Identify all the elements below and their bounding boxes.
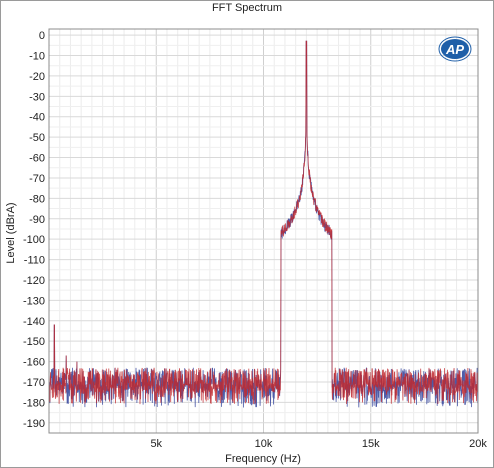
y-tick-label: -160 xyxy=(23,357,45,369)
grid-lines xyxy=(48,29,479,433)
ap-logo-ring xyxy=(438,36,472,62)
x-tick-label: 15k xyxy=(362,438,380,450)
y-tick-label: -150 xyxy=(23,336,45,348)
y-axis-ticks: 0 -10 -20 -30 -40 -50 -60 -70 -80 -90 -100 -110 -120… xyxy=(23,30,45,430)
y-tick-label: -120 xyxy=(23,275,45,287)
y-axis-label: Level (dBrA) xyxy=(5,202,17,263)
y-tick-label: -110 xyxy=(24,255,45,267)
y-tick-label: -140 xyxy=(23,316,45,328)
y-tick-label: -90 xyxy=(29,214,45,226)
y-tick-label: -10 xyxy=(29,51,45,63)
y-tick-label: -20 xyxy=(29,71,45,83)
y-tick-label: -80 xyxy=(29,193,45,205)
spectrum-traces xyxy=(48,40,479,408)
y-tick-label: 0 xyxy=(39,30,45,42)
x-axis-ticks: 5k 10k 15k 20k xyxy=(150,438,487,450)
x-tick-label: 20k xyxy=(469,438,487,450)
ap-logo-text: AP xyxy=(445,42,464,57)
x-tick-label: 5k xyxy=(150,438,162,450)
ap-logo: AP xyxy=(438,36,472,62)
y-tick-label: -60 xyxy=(29,153,45,165)
y-tick-label: -170 xyxy=(23,377,45,389)
y-tick-label: -70 xyxy=(29,173,45,185)
y-tick-label: -190 xyxy=(23,418,45,430)
y-tick-label: -130 xyxy=(23,295,45,307)
plot-frame xyxy=(48,28,479,434)
y-tick-label: -40 xyxy=(29,112,45,124)
x-tick-label: 10k xyxy=(255,438,273,450)
ap-logo-badge xyxy=(441,39,469,59)
y-tick-label: -30 xyxy=(29,91,45,103)
y-tick-label: -50 xyxy=(29,132,45,144)
y-tick-label: -180 xyxy=(23,397,45,409)
spectrum-series-line xyxy=(48,40,479,405)
chart-title: FFT Spectrum xyxy=(211,2,283,14)
x-axis-label: Frequency (Hz) xyxy=(225,453,301,465)
y-tick-label: -100 xyxy=(23,234,45,246)
